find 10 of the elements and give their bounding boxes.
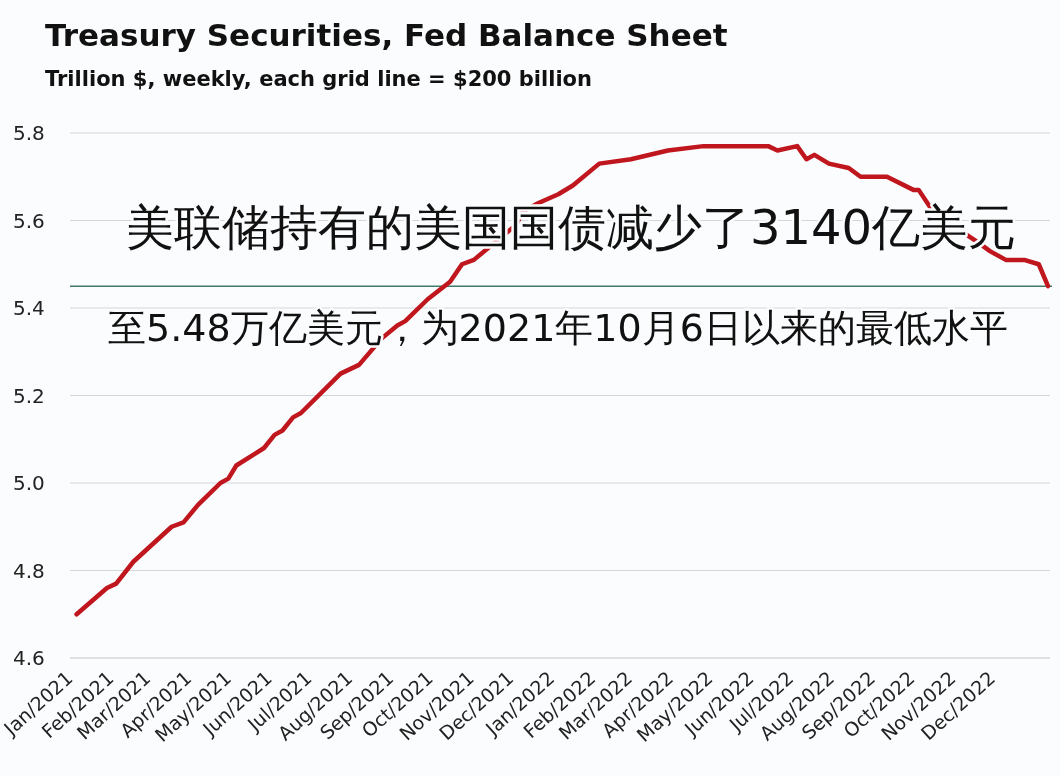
y-tick-label: 5.6 [13, 208, 45, 233]
y-tick-label: 5.0 [13, 471, 45, 495]
y-tick-label: 5.2 [13, 383, 45, 408]
y-tick-label: 4.8 [13, 558, 45, 583]
y-tick-label: 5.4 [13, 296, 45, 320]
y-tick-label: 4.6 [13, 646, 45, 670]
chart-subtitle: Trillion $, weekly, each grid line = $200 billion [45, 67, 592, 91]
y-tick-label: 5.8 [13, 121, 45, 145]
chart-title: Treasury Securities, Fed Balance Sheet [45, 17, 728, 53]
annotation: 至5.48万亿美元，为2021年10月6日以来的最低水平 [108, 306, 1008, 350]
